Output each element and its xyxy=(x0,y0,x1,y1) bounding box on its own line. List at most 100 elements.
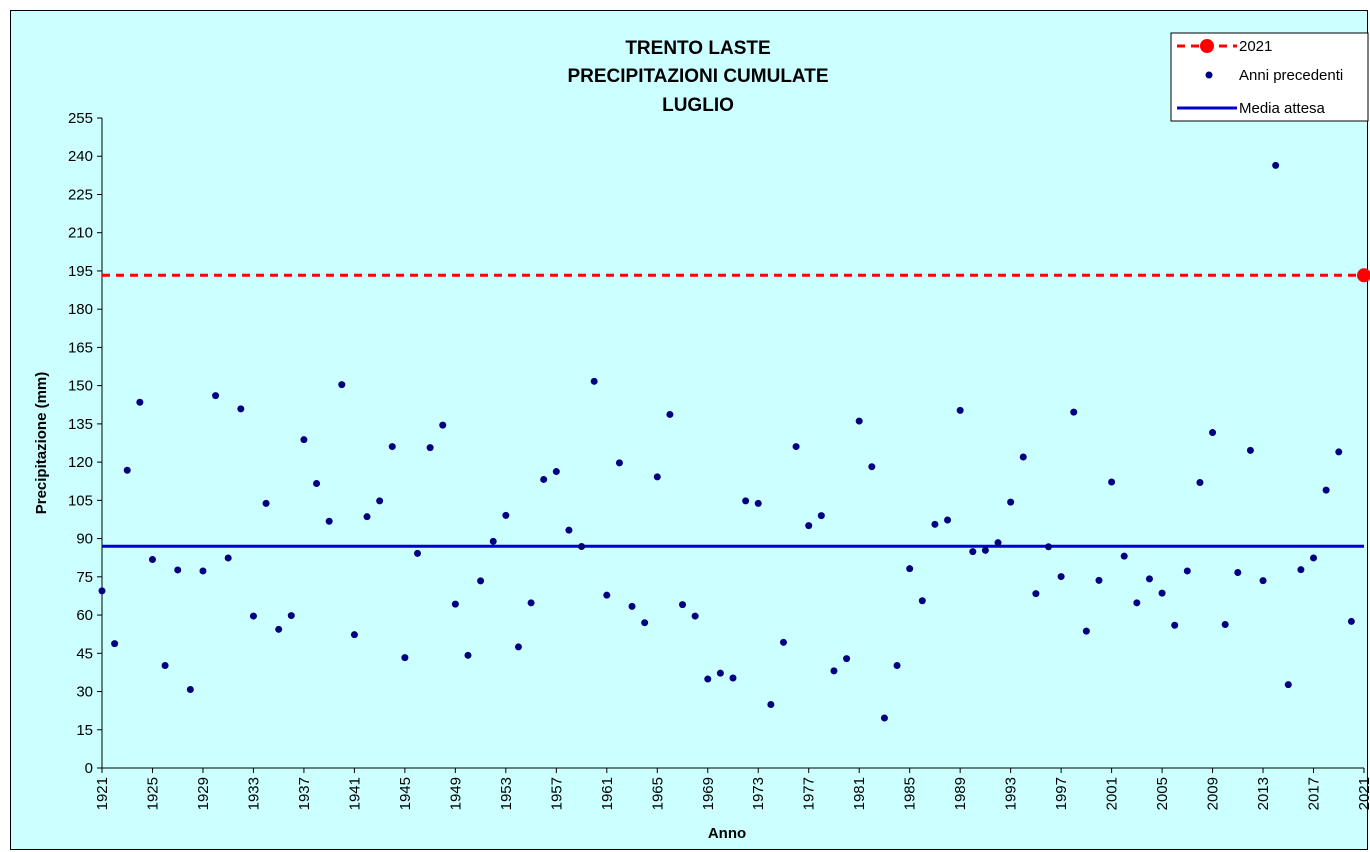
data-point xyxy=(830,667,838,675)
x-tick-label: 2017 xyxy=(1306,777,1323,810)
y-tick-label: 75 xyxy=(76,569,93,586)
chart-title-line-2: PRECIPITAZIONI CUMULATE xyxy=(567,66,828,87)
data-point xyxy=(1196,479,1204,487)
data-point xyxy=(641,619,649,627)
data-point xyxy=(1221,620,1229,628)
data-point xyxy=(565,526,573,534)
data-point xyxy=(1108,478,1116,486)
x-tick-label: 1985 xyxy=(902,777,919,810)
data-point xyxy=(767,701,775,709)
legend-label-media: Media attesa xyxy=(1239,100,1326,117)
data-point xyxy=(237,405,245,413)
data-point xyxy=(388,443,396,451)
data-point xyxy=(1007,498,1015,506)
x-tick-label: 1997 xyxy=(1053,777,1070,810)
data-point xyxy=(98,587,106,595)
x-tick-label: 1973 xyxy=(750,777,767,810)
x-tick-label: 1945 xyxy=(397,777,414,810)
data-point xyxy=(414,549,421,557)
data-point xyxy=(350,631,358,639)
x-tick-label: 1961 xyxy=(599,777,616,810)
x-tick-label: 2021 xyxy=(1356,777,1370,810)
data-point xyxy=(514,643,522,651)
data-point xyxy=(1347,617,1355,625)
y-tick-label: 255 xyxy=(68,110,93,127)
x-tick-label: 2009 xyxy=(1205,777,1222,810)
data-point xyxy=(439,421,447,429)
data-point xyxy=(1246,446,1254,454)
y-tick-label: 135 xyxy=(68,416,93,433)
y-tick-label: 30 xyxy=(76,684,93,701)
data-point xyxy=(843,655,851,663)
chart-frame xyxy=(10,10,1368,850)
data-point xyxy=(300,436,308,444)
data-point xyxy=(376,497,384,505)
legend-previous-marker-icon xyxy=(1205,71,1213,79)
x-tick-label: 1933 xyxy=(245,777,262,810)
data-point xyxy=(1045,543,1052,551)
data-point xyxy=(1082,627,1090,635)
data-point xyxy=(502,511,510,519)
data-point xyxy=(981,546,989,554)
x-tick-label: 2001 xyxy=(1104,777,1121,810)
data-point xyxy=(148,555,156,563)
data-point xyxy=(1183,567,1191,575)
data-point xyxy=(1032,590,1040,598)
data-point xyxy=(540,475,548,483)
y-tick-label: 120 xyxy=(68,454,93,471)
data-point xyxy=(1158,589,1166,597)
data-point xyxy=(994,539,1002,547)
data-point xyxy=(161,662,169,670)
x-tick-label: 2005 xyxy=(1154,777,1171,810)
x-tick-label: 1993 xyxy=(1003,777,1020,810)
data-point xyxy=(1297,566,1305,574)
y-tick-label: 90 xyxy=(76,531,93,548)
x-tick-label: 1977 xyxy=(801,777,818,810)
data-point xyxy=(1335,448,1343,456)
y-tick-label: 45 xyxy=(76,645,93,662)
data-point xyxy=(893,662,901,670)
data-point xyxy=(906,565,914,573)
y-tick-label: 195 xyxy=(68,263,93,280)
data-point xyxy=(174,566,182,574)
data-point xyxy=(603,591,611,599)
data-point xyxy=(249,612,257,620)
x-tick-label: 1929 xyxy=(195,777,212,810)
y-tick-label: 0 xyxy=(85,760,93,777)
data-point xyxy=(679,601,687,609)
data-point xyxy=(691,612,699,620)
data-point xyxy=(944,516,952,524)
x-tick-label: 1969 xyxy=(700,777,717,810)
chart-title-line-3: LUGLIO xyxy=(662,95,734,116)
data-point xyxy=(338,381,346,389)
data-point xyxy=(1234,568,1242,576)
data-point xyxy=(224,554,232,562)
data-point xyxy=(855,417,863,425)
data-point xyxy=(628,602,636,610)
data-point xyxy=(918,597,926,605)
y-tick-label: 15 xyxy=(76,722,93,739)
data-point xyxy=(666,410,674,418)
data-point xyxy=(792,443,800,451)
data-point xyxy=(742,497,750,505)
data-point xyxy=(704,675,712,683)
data-point xyxy=(1272,161,1280,169)
data-point xyxy=(817,512,825,520)
data-point xyxy=(1133,599,1141,607)
x-tick-label: 2013 xyxy=(1255,777,1272,810)
x-tick-label: 1989 xyxy=(952,777,969,810)
data-point xyxy=(754,499,762,507)
data-point xyxy=(1171,621,1179,629)
data-point xyxy=(477,577,485,585)
data-point xyxy=(1019,453,1027,461)
data-point xyxy=(552,468,560,476)
data-point xyxy=(653,473,661,481)
y-tick-label: 150 xyxy=(68,378,93,395)
y-tick-label: 240 xyxy=(68,148,93,165)
y-axis-title: Precipitazione (mm) xyxy=(33,372,50,515)
x-tick-label: 1937 xyxy=(296,777,313,810)
data-point xyxy=(729,674,737,682)
data-point xyxy=(426,444,434,452)
data-point xyxy=(969,548,977,556)
data-point xyxy=(805,522,813,530)
